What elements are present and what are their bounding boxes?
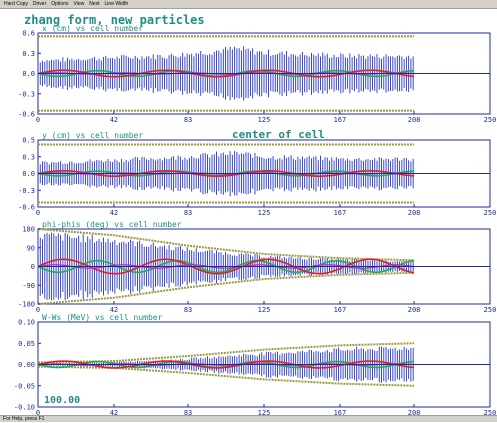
x-tick-label: 83	[184, 306, 192, 314]
x-tick-label: 125	[258, 409, 271, 415]
y-tick-label: 0.5	[22, 137, 35, 145]
y-tick-label: -180	[18, 301, 35, 309]
x-tick-label: 125	[258, 209, 271, 217]
panel-title: W-Ws (MeV) vs cell number	[42, 313, 163, 322]
panel-title: y (cm) vs cell number	[42, 131, 143, 140]
x-tick-label: 208	[408, 209, 421, 217]
envelope-lower	[37, 271, 415, 305]
y-tick-label: 0.05	[18, 340, 35, 348]
x-tick-label: 42	[110, 209, 118, 217]
status-bar: For Help, press F1	[0, 415, 497, 422]
core-red-band	[37, 170, 415, 177]
core-red-band	[37, 360, 415, 369]
x-tick-label: 42	[110, 306, 118, 314]
core-magenta-band	[37, 264, 415, 269]
main-title: zhang form, new particles	[24, 13, 205, 27]
y-tick-label: 0.0	[22, 70, 35, 78]
envelope-upper	[37, 342, 415, 364]
menu-bar: Hard Copy Driver Options View Next Line …	[0, 0, 497, 9]
plot-canvas: zhang form, new particles x (cm) vs cell…	[14, 13, 497, 415]
x-tick-label: 250	[484, 116, 497, 124]
annotation-center-of-cell: center of cell	[232, 128, 325, 141]
x-tick-label: 83	[184, 116, 192, 124]
x-tick-label: 0	[36, 409, 40, 415]
panel-title: phi-phis (deg) vs cell number	[42, 220, 182, 229]
y-tick-label: -90	[22, 282, 35, 290]
panel-title: x (cm) vs cell number	[42, 24, 143, 33]
x-tick-label: 42	[110, 116, 118, 124]
menu-driver[interactable]: Driver	[32, 0, 47, 7]
x-tick-label: 83	[184, 209, 192, 217]
x-tick-label: 0	[36, 116, 40, 124]
x-tick-label: 167	[334, 306, 347, 314]
menu-line-width[interactable]: Line Width	[104, 0, 129, 7]
menu-next[interactable]: Next	[89, 0, 100, 7]
menu-view[interactable]: View	[73, 0, 85, 7]
y-tick-label: 90	[27, 244, 35, 252]
menu-options[interactable]: Options	[51, 0, 69, 7]
y-tick-label: 0.10	[18, 319, 35, 327]
y-tick-label: -0.10	[14, 404, 35, 412]
menu-hard-copy[interactable]: Hard Copy	[4, 0, 28, 7]
x-tick-label: 83	[184, 409, 192, 415]
x-tick-label: 42	[110, 409, 118, 415]
y-tick-label: -0.6	[18, 111, 35, 119]
core-red-band	[37, 258, 415, 275]
envelope-upper	[37, 228, 415, 262]
x-tick-label: 208	[408, 409, 421, 415]
x-tick-label: 250	[484, 209, 497, 217]
x-tick-label: 0	[36, 306, 40, 314]
annotation-value: 100.00	[44, 395, 80, 406]
y-tick-label: 0.3	[22, 153, 35, 161]
y-tick-label: 0.3	[22, 50, 35, 58]
x-tick-label: 208	[408, 116, 421, 124]
x-tick-label: 167	[334, 209, 347, 217]
envelope-lower	[37, 365, 415, 387]
y-tick-label: -0.6	[18, 204, 35, 212]
y-tick-label: 0.00	[18, 361, 35, 369]
y-tick-label: -0.3	[18, 187, 35, 195]
x-tick-label: 125	[258, 116, 271, 124]
x-tick-label: 167	[334, 116, 347, 124]
x-tick-label: 0	[36, 209, 40, 217]
y-tick-label: 0.0	[22, 170, 35, 178]
x-tick-label: 250	[484, 409, 497, 415]
y-tick-label: 0.6	[22, 30, 35, 38]
y-tick-label: -0.05	[14, 382, 35, 390]
core-red-band	[37, 69, 415, 78]
y-tick-label: -0.3	[18, 90, 35, 98]
x-tick-label: 250	[484, 306, 497, 314]
y-tick-label: 0	[31, 263, 35, 271]
y-tick-label: 180	[22, 226, 35, 234]
x-tick-label: 125	[258, 306, 271, 314]
x-tick-label: 208	[408, 306, 421, 314]
x-tick-label: 167	[334, 409, 347, 415]
